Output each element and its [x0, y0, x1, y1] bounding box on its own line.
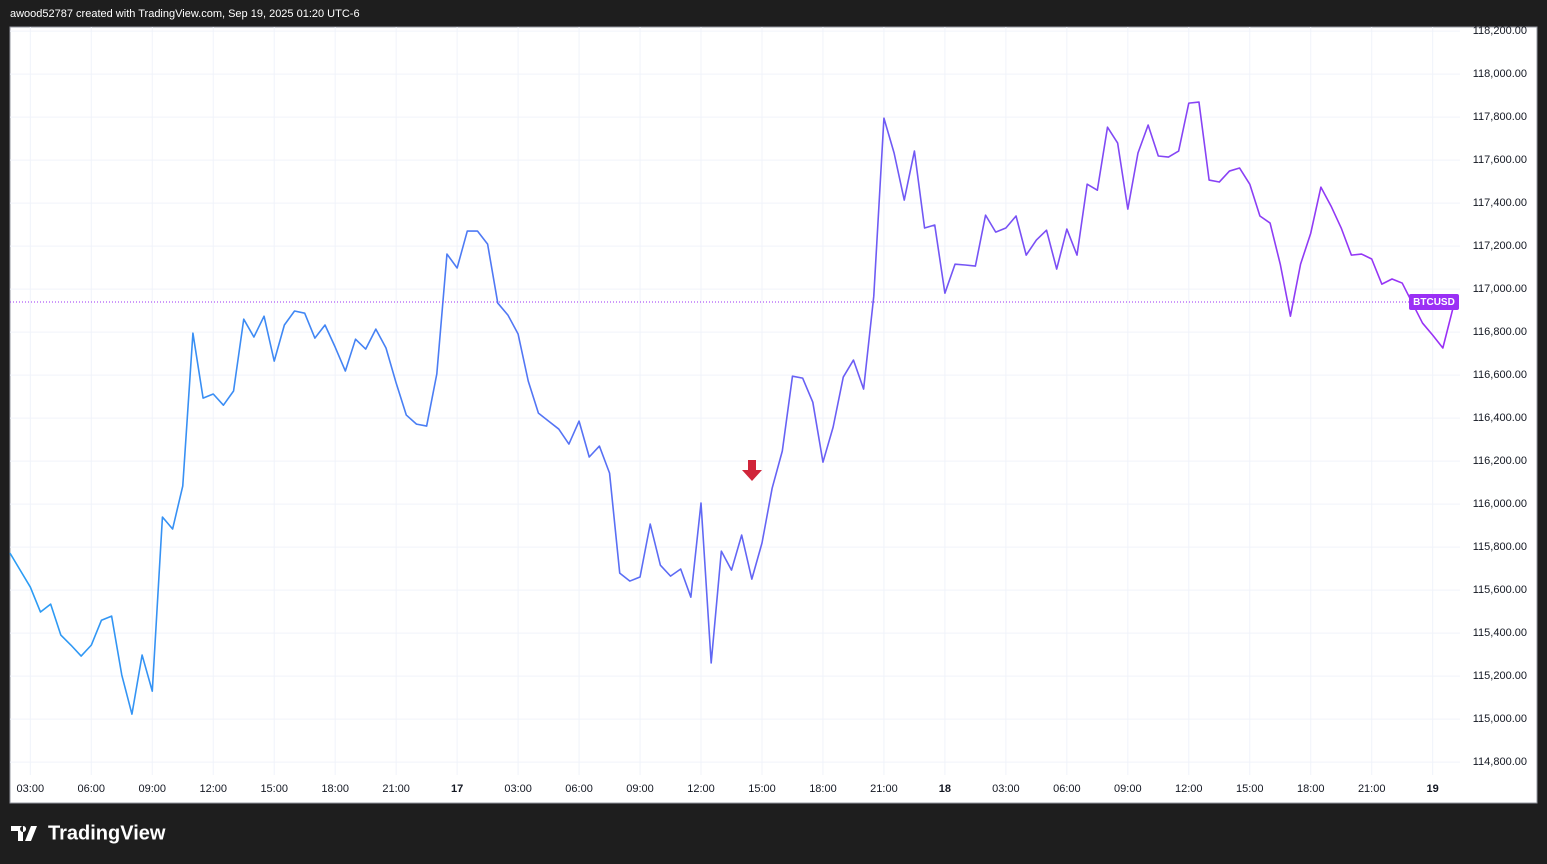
y-tick-label: 116,400.00 — [1473, 412, 1527, 424]
y-tick-label: 115,400.00 — [1473, 627, 1527, 639]
x-tick-label: 17 — [451, 783, 463, 795]
price-line — [9, 101, 1454, 715]
x-tick-label: 09:00 — [626, 783, 654, 795]
signal-arrow — [742, 460, 762, 481]
x-tick-label: 06:00 — [565, 783, 593, 795]
y-tick-label: 116,600.00 — [1473, 369, 1527, 381]
y-tick-label: 116,000.00 — [1473, 498, 1527, 510]
y-tick-label: 118,200.00 — [1473, 25, 1527, 37]
y-tick-label: 116,200.00 — [1473, 455, 1527, 467]
down-arrow — [742, 460, 762, 481]
y-tick-label: 116,800.00 — [1473, 326, 1527, 338]
x-tick-label: 18:00 — [1297, 783, 1325, 795]
x-tick-label: 18:00 — [809, 783, 837, 795]
y-tick-label: 117,600.00 — [1473, 154, 1527, 166]
y-tick-label: 117,200.00 — [1473, 240, 1527, 252]
x-tick-label: 21:00 — [870, 783, 898, 795]
logo-mark — [11, 826, 37, 841]
y-tick-label: 114,800.00 — [1473, 756, 1527, 768]
price-tag — [1409, 293, 1459, 310]
x-tick-label: 06:00 — [1053, 783, 1081, 795]
x-tick-label: 15:00 — [1236, 783, 1264, 795]
y-tick-label: 115,800.00 — [1473, 541, 1527, 553]
grid — [10, 27, 1460, 775]
x-tick-label: 12:00 — [687, 783, 715, 795]
chart-area — [9, 26, 1538, 804]
x-tick-label: 09:00 — [1114, 783, 1142, 795]
x-tick-label: 12:00 — [1175, 783, 1203, 795]
y-tick-label: 118,000.00 — [1473, 68, 1527, 80]
y-tick-label: 117,000.00 — [1473, 283, 1527, 295]
brand-name: TradingView — [48, 822, 166, 844]
x-tick-label: 03:00 — [504, 783, 532, 795]
plot — [9, 101, 1454, 715]
x-tick-label: 19 — [1427, 783, 1439, 795]
y-tick-label: 115,600.00 — [1473, 584, 1527, 596]
x-tick-label: 12:00 — [199, 783, 227, 795]
y-tick-label: 117,800.00 — [1473, 111, 1527, 123]
x-tick-label: 21:00 — [382, 783, 410, 795]
brand-logo: TradingView — [11, 822, 166, 844]
x-tick-label: 06:00 — [78, 783, 106, 795]
x-tick-label: 03:00 — [17, 783, 45, 795]
chart-title: awood52787 created with TradingView.com,… — [10, 8, 360, 20]
y-tick-label: 115,000.00 — [1473, 713, 1527, 725]
price-tag-label: BTCUSD — [1413, 297, 1455, 308]
x-tick-label: 21:00 — [1358, 783, 1386, 795]
x-tick-label: 15:00 — [260, 783, 288, 795]
x-tick-label: 15:00 — [748, 783, 776, 795]
x-tick-label: 18 — [939, 783, 951, 795]
x-tick-label: 03:00 — [992, 783, 1020, 795]
x-tick-label: 09:00 — [139, 783, 167, 795]
x-tick-label: 18:00 — [321, 783, 349, 795]
y-tick-label: 115,200.00 — [1473, 670, 1527, 682]
y-tick-label: 117,400.00 — [1473, 197, 1527, 209]
